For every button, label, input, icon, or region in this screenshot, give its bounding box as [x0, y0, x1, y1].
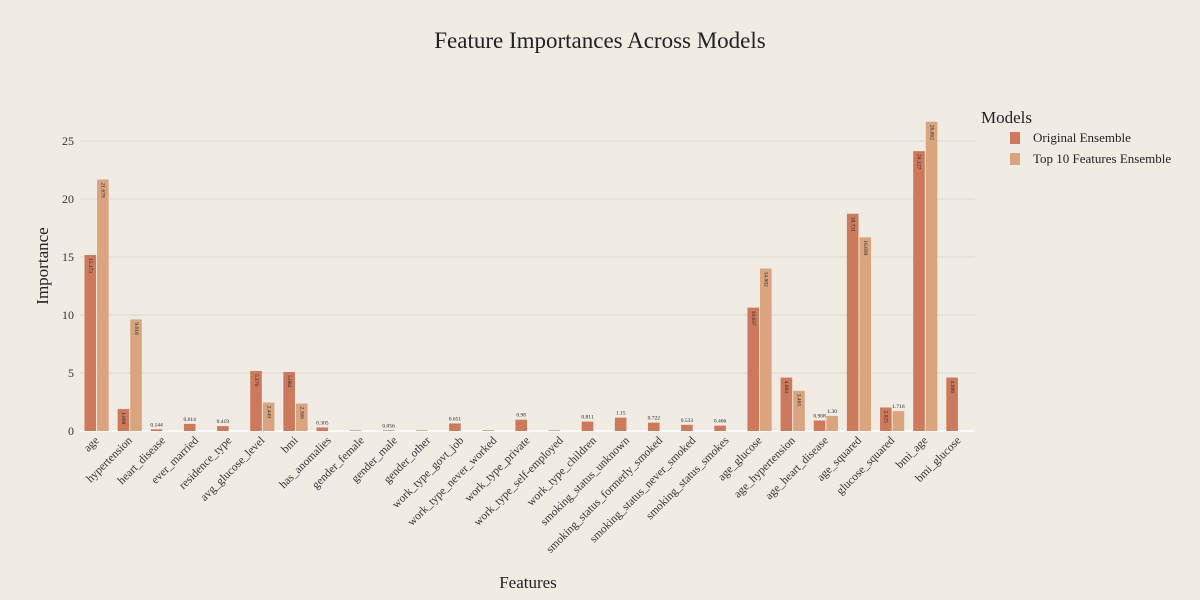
x-axis-title: Features [499, 573, 557, 592]
bar-heart_disease-s0[interactable] [150, 429, 163, 431]
bar-value-label: 1.15 [616, 411, 626, 417]
bar-age-s1[interactable] [97, 179, 109, 431]
bar-work_type_self-employed-s0[interactable] [548, 430, 561, 431]
bar-work_type_children-s0[interactable] [581, 421, 594, 431]
bar-value-label: 2.366 [298, 407, 304, 420]
bar-age_squared-s0[interactable] [846, 213, 859, 431]
bar-age_hypertension-s1[interactable] [793, 390, 805, 431]
x-tick-label: age_hypertension [732, 434, 798, 500]
bar-glucose_squared-s1[interactable] [892, 411, 905, 431]
bar-gender_female-s0[interactable] [349, 430, 362, 431]
bar-value-label: 16.699 [862, 240, 868, 255]
bar-value-label: 0.722 [648, 416, 661, 422]
bar-value-label: 0.651 [449, 416, 462, 422]
bar-glucose_squared-s0[interactable] [880, 407, 892, 431]
legend-label[interactable]: Original Ensemble [1033, 130, 1131, 145]
bar-value-label: 1.30 [827, 409, 837, 415]
bar-age_hypertension-s0[interactable] [780, 377, 793, 431]
chart-title: Feature Importances Across Models [434, 28, 766, 53]
y-tick-label: 0 [68, 424, 74, 438]
bar-hypertension-s0[interactable] [117, 408, 130, 431]
bar-work_type_never_worked-s0[interactable] [482, 430, 494, 431]
bar-value-label: 5.084 [286, 375, 292, 388]
bar-bmi-s0[interactable] [283, 372, 295, 431]
bar-value-label: 3.465 [796, 394, 802, 407]
bar-avg_glucose_level-s0[interactable] [250, 370, 262, 431]
bar-hypertension-s1[interactable] [130, 319, 142, 431]
y-axis-ticks: 0 5 10 15 20 25 [62, 134, 74, 438]
legend-title: Models [981, 108, 1032, 127]
bar-value-label: 1.716 [892, 404, 905, 410]
bar-smoking_status_unknown-s0[interactable] [614, 417, 627, 431]
bar-value-label: 14.002 [763, 272, 769, 287]
bar-value-label: 21.679 [100, 183, 106, 198]
bar-age_heart_disease-s1[interactable] [826, 415, 838, 431]
bar-smoking_status_smokes-s0[interactable] [714, 425, 726, 431]
bar-value-label: 0.144 [150, 422, 163, 428]
y-tick-label: 10 [62, 308, 74, 322]
bar-value-label: 2.449 [265, 406, 271, 419]
y-tick-label: 15 [62, 250, 74, 264]
gridlines [80, 140, 975, 432]
bar-age_heart_disease-s0[interactable] [813, 420, 826, 431]
y-tick-label: 20 [62, 192, 74, 206]
bar-bmi-s1[interactable] [295, 403, 308, 431]
bar-value-label: 0.811 [581, 415, 593, 421]
bar-has_anomalies-s0[interactable] [316, 427, 329, 431]
bar-value-label: 4.606 [949, 381, 955, 394]
bar-value-label: 26.662 [928, 125, 934, 140]
bar-value-label: 0.614 [184, 417, 197, 423]
bar-value-label: 0.533 [681, 418, 694, 424]
y-tick-label: 5 [68, 366, 74, 380]
bar-value-label: 1.898 [120, 412, 126, 425]
bar-value-label: 24.127 [916, 154, 922, 169]
bar-avg_glucose_level-s1[interactable] [262, 402, 275, 431]
bar-value-label: 0.056 [382, 423, 395, 429]
bar-bmi_age-s1[interactable] [925, 121, 938, 432]
x-tick-label: age [82, 435, 102, 455]
legend-label[interactable]: Top 10 Features Ensemble [1033, 151, 1171, 166]
bar-value-label: 15.173 [87, 258, 93, 273]
legend-swatch[interactable] [1010, 153, 1020, 165]
bar-bmi_glucose-s0[interactable] [946, 377, 958, 431]
bar-work_type_private-s0[interactable] [515, 419, 527, 431]
bar-age_squared-s1[interactable] [859, 237, 872, 431]
bar-value-label: 0.466 [714, 419, 727, 425]
bar-gender_male-s0[interactable] [382, 430, 395, 431]
x-tick-label: glucose_squared [835, 434, 898, 497]
bar-labels: 15.173 21.679 1.898 9.618 0.144 0.614 0.419 5.1… [87, 125, 955, 430]
bar-smoking_status_formerly_smoked-s0[interactable] [647, 422, 660, 431]
legend[interactable]: Models Original Ensemble Top 10 Features … [981, 108, 1171, 166]
bar-residence_type-s0[interactable] [217, 426, 229, 431]
bar-work_type_govt_job-s0[interactable] [449, 423, 461, 431]
bar-ever_married-s0[interactable] [183, 423, 196, 431]
bar-value-label: 4.604 [783, 381, 789, 394]
y-tick-label: 25 [62, 134, 74, 148]
bar-value-label: 0.419 [217, 419, 230, 425]
bar-value-label: 5.176 [253, 374, 259, 387]
y-axis-title: Importance [33, 227, 52, 304]
bar-gender_other-s0[interactable] [415, 430, 428, 431]
bar-value-label: 18.731 [849, 217, 855, 232]
legend-swatch[interactable] [1010, 132, 1020, 144]
bar-bmi_age-s0[interactable] [913, 151, 925, 431]
bar-value-label: 0.908 [813, 413, 826, 419]
x-tick-label: bmi [279, 435, 300, 456]
bar-value-label: 10.637 [750, 311, 756, 326]
bar-value-label: 9.618 [133, 322, 139, 335]
bar-age_glucose-s0[interactable] [747, 307, 760, 431]
bars[interactable] [84, 121, 958, 432]
x-tick-label: avg_glucose_level [198, 435, 267, 504]
bar-value-label: 0.305 [316, 420, 329, 426]
bar-age-s0[interactable] [84, 254, 97, 431]
x-axis-ticks: agehypertensionheart_diseaseever_married… [82, 434, 964, 555]
bar-value-label: 2.025 [883, 411, 889, 424]
bar-age_glucose-s1[interactable] [760, 268, 772, 431]
bar-smoking_status_never_smoked-s0[interactable] [681, 424, 693, 431]
bar-value-label: 0.98 [516, 413, 526, 419]
